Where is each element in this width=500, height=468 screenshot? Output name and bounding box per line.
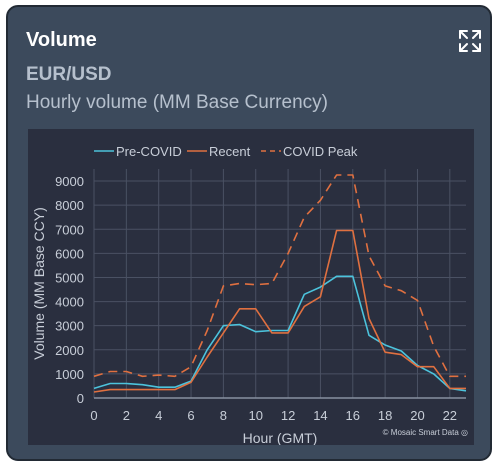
card-title: Volume xyxy=(26,29,97,51)
x-tick-label: 22 xyxy=(443,408,457,423)
x-tick-label: 0 xyxy=(90,408,97,423)
expand-icon[interactable] xyxy=(456,27,484,55)
watermark-text: © Mosaic Smart Data ◎ xyxy=(383,428,468,437)
x-tick-label: 10 xyxy=(249,408,263,423)
y-tick-label: 1000 xyxy=(55,367,84,382)
y-tick-label: 2000 xyxy=(55,343,84,358)
y-tick-label: 3000 xyxy=(55,319,84,334)
series-line-pre-covid xyxy=(93,275,467,392)
x-tick-label: 2 xyxy=(123,408,130,423)
series-line-covid-peak xyxy=(93,174,466,378)
volume-card: Volume EUR/USD Hourly volume (MM Base Cu… xyxy=(6,5,492,461)
y-tick-label: 8000 xyxy=(55,198,84,213)
x-tick-label: 4 xyxy=(155,408,162,423)
series-line-recent xyxy=(93,229,466,393)
plot-background xyxy=(28,129,474,445)
y-tick-label: 5000 xyxy=(55,270,84,285)
currency-pair-label: EUR/USD xyxy=(26,64,112,85)
x-tick-label: 8 xyxy=(220,408,227,423)
legend-label: COVID Peak xyxy=(283,144,358,159)
y-axis-label: Volume (MM Base CCY) xyxy=(31,207,47,359)
x-tick-label: 20 xyxy=(410,408,424,423)
y-tick-label: 9000 xyxy=(55,174,84,189)
x-tick-label: 12 xyxy=(281,408,295,423)
x-tick-label: 16 xyxy=(346,408,360,423)
y-tick-label: 4000 xyxy=(55,295,84,310)
legend-label: Pre-COVID xyxy=(116,144,182,159)
x-tick-label: 6 xyxy=(187,408,194,423)
y-tick-label: 6000 xyxy=(55,246,84,261)
volume-chart: 0 1000 2000 3000 4000 5000 6000 7000 8000 9000 0 2 4… xyxy=(28,129,474,445)
chart-description: Hourly volume (MM Base Currency) xyxy=(26,92,328,113)
x-tick-label: 18 xyxy=(378,408,392,423)
y-tick-label: 0 xyxy=(77,391,84,406)
x-axis-label: Hour (GMT) xyxy=(243,430,318,445)
y-tick-label: 7000 xyxy=(55,222,84,237)
x-tick-label: 14 xyxy=(313,408,327,423)
legend-label: Recent xyxy=(209,144,251,159)
